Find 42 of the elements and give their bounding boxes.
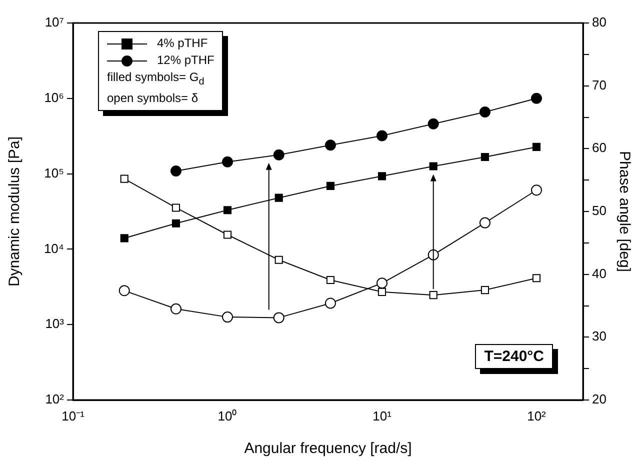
y2-tick-label: 30 — [592, 328, 606, 344]
point — [429, 162, 438, 170]
y2-tick-label: 20 — [592, 392, 606, 407]
y-tick-label: 10⁷ — [44, 14, 64, 30]
y2-tick-label: 40 — [592, 266, 606, 281]
annotation: open symbols= δ — [107, 90, 200, 108]
point — [223, 206, 232, 214]
point — [324, 140, 336, 151]
point — [222, 156, 233, 168]
annotation: T=240°C — [475, 344, 553, 369]
point — [120, 234, 128, 242]
legend-label: 12% pTHF — [157, 52, 214, 69]
x-tick-label: 10⁻¹ — [62, 408, 86, 424]
y-tick-label: 10⁴ — [44, 240, 64, 256]
annotation: filled symbols= G$_{d}$ — [107, 69, 206, 90]
point — [479, 106, 490, 118]
point — [378, 172, 386, 180]
y2-axis-title: Phase angle [deg] — [616, 151, 633, 272]
y-tick-label: 10⁶ — [44, 90, 64, 105]
point — [274, 194, 283, 202]
y-axis-title: Dynamic modulus [Pa] — [6, 136, 24, 287]
point — [376, 130, 388, 142]
x-tick-label: 10² — [527, 408, 547, 424]
y-tick-label: 10² — [45, 392, 65, 407]
point — [480, 152, 490, 162]
point — [428, 118, 439, 130]
y-tick-label: 10⁵ — [44, 165, 64, 180]
point — [273, 149, 284, 160]
y2-tick-label: 60 — [592, 140, 606, 156]
x-tick-label: 10¹ — [372, 408, 392, 424]
y-tick-label: 10³ — [45, 316, 65, 332]
y2-tick-label: 80 — [592, 14, 606, 30]
point — [172, 219, 180, 228]
x-tick-label: 10⁰ — [218, 408, 238, 424]
y2-tick-label: 70 — [592, 77, 606, 92]
point — [530, 92, 542, 104]
x-axis-title: Angular frequency [rad/s] — [244, 440, 412, 458]
point — [532, 142, 541, 151]
point — [326, 182, 335, 190]
legend-label: 4% pTHF — [157, 35, 208, 52]
point — [170, 165, 182, 176]
y2-tick-label: 50 — [592, 203, 606, 218]
